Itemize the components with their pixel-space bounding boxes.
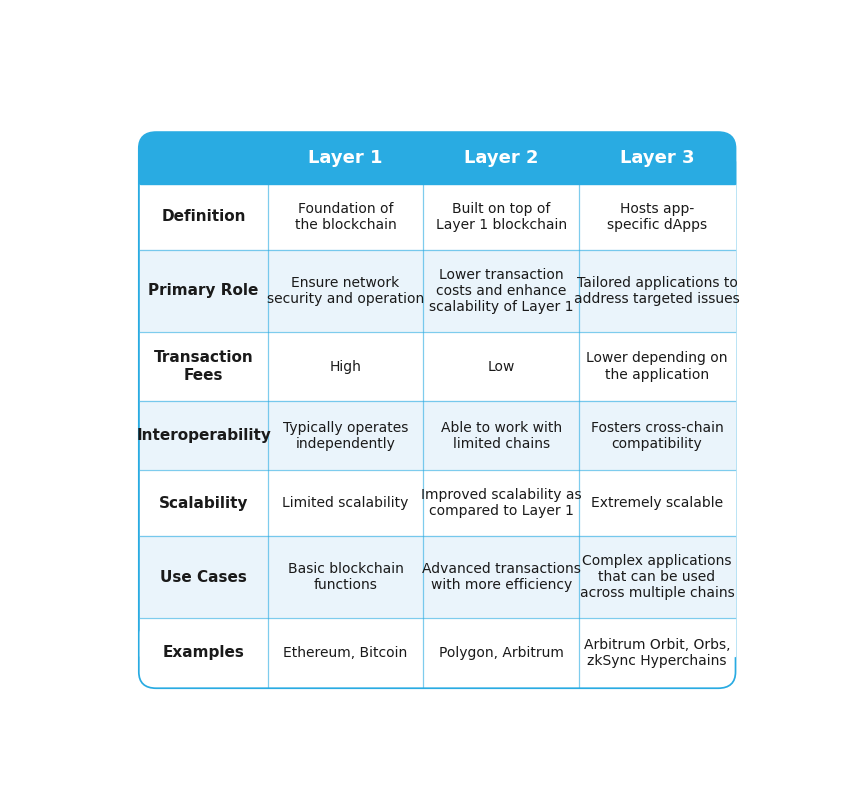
Text: Ensure network
security and operation: Ensure network security and operation	[267, 276, 423, 306]
Text: Layer 1: Layer 1	[308, 150, 383, 167]
FancyBboxPatch shape	[140, 618, 734, 687]
Text: High: High	[329, 359, 361, 374]
Bar	[140, 470, 734, 536]
Text: Complex applications
that can be used
across multiple chains: Complex applications that can be used ac…	[579, 554, 734, 600]
Text: Polygon, Arbitrum: Polygon, Arbitrum	[439, 646, 563, 660]
FancyBboxPatch shape	[140, 133, 734, 687]
Text: Arbitrum Orbit, Orbs,
zkSync Hyperchains: Arbitrum Orbit, Orbs, zkSync Hyperchains	[583, 638, 729, 668]
Text: Use Cases: Use Cases	[160, 570, 247, 585]
FancyBboxPatch shape	[140, 133, 734, 184]
Text: Foundation of
the blockchain: Foundation of the blockchain	[294, 202, 396, 232]
Text: Scalability: Scalability	[158, 496, 248, 510]
Text: Layer 3: Layer 3	[619, 150, 694, 167]
Text: Hosts app-
specific dApps: Hosts app- specific dApps	[607, 202, 706, 232]
Text: Typically operates
independently: Typically operates independently	[283, 421, 408, 450]
Text: Advanced transactions
with more efficiency: Advanced transactions with more efficien…	[422, 562, 580, 592]
Bar	[140, 250, 734, 332]
Text: Lower depending on
the application: Lower depending on the application	[585, 351, 727, 382]
Text: Fosters cross-chain
compatibility: Fosters cross-chain compatibility	[590, 421, 722, 450]
Text: Low: Low	[487, 359, 515, 374]
Text: Definition: Definition	[161, 210, 245, 224]
Bar	[140, 161, 734, 184]
Text: Layer 2: Layer 2	[463, 150, 538, 167]
Text: Basic blockchain
functions: Basic blockchain functions	[287, 562, 403, 592]
Text: Able to work with
limited chains: Able to work with limited chains	[440, 421, 561, 450]
Bar	[140, 184, 734, 250]
Text: Extremely scalable: Extremely scalable	[590, 496, 722, 510]
Text: Built on top of
Layer 1 blockchain: Built on top of Layer 1 blockchain	[435, 202, 567, 232]
Bar	[140, 618, 734, 656]
Text: Examples: Examples	[163, 646, 245, 660]
Text: Ethereum, Bitcoin: Ethereum, Bitcoin	[283, 646, 407, 660]
Text: Tailored applications to
address targeted issues: Tailored applications to address targete…	[573, 276, 739, 306]
Text: Transaction
Fees: Transaction Fees	[153, 350, 253, 382]
Text: Improved scalability as
compared to Layer 1: Improved scalability as compared to Laye…	[421, 488, 581, 518]
Bar	[140, 401, 734, 470]
Text: Interoperability: Interoperability	[136, 428, 271, 443]
Bar	[140, 536, 734, 618]
Text: Primary Role: Primary Role	[148, 283, 258, 298]
Text: Limited scalability: Limited scalability	[282, 496, 408, 510]
Text: Lower transaction
costs and enhance
scalability of Layer 1: Lower transaction costs and enhance scal…	[429, 268, 573, 314]
Bar	[140, 332, 734, 401]
